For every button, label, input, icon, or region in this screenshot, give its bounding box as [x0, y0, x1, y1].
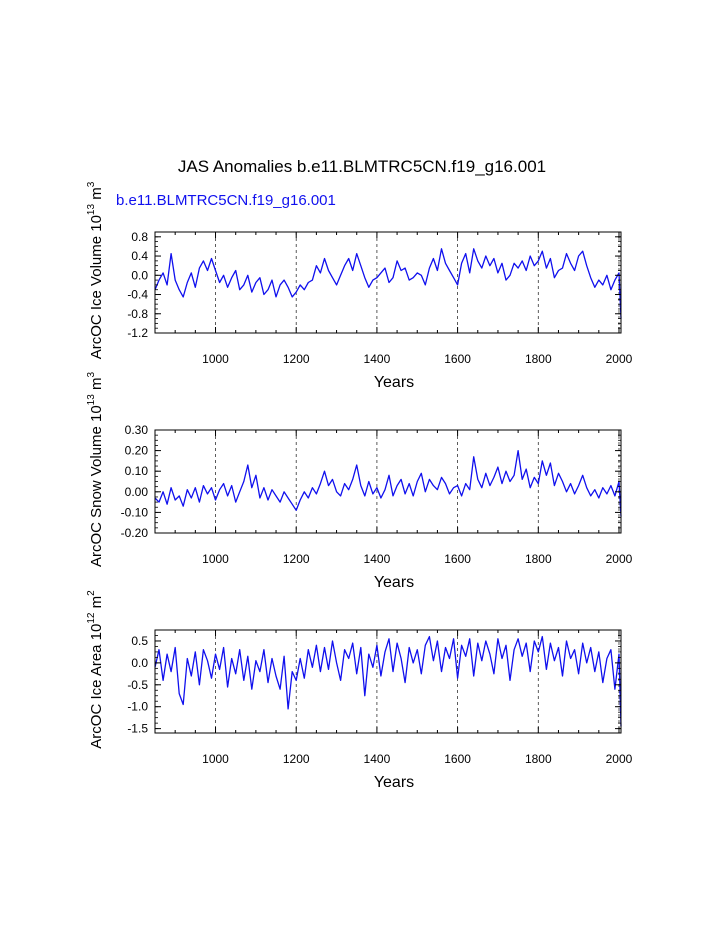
snow-volume-ytick-label-0: -0.20	[121, 526, 149, 540]
snow-volume-ytick-label-1: -0.10	[121, 505, 149, 519]
ice-volume-ytick-label-5: 0.8	[131, 230, 148, 244]
snow-volume-panel: 1000 1200 1400 1600 1800 2000 -0.20 -0.10 0.00 0.…	[86, 372, 633, 591]
ice-area-ytick-label-1: -1.0	[127, 700, 148, 714]
ice-area-ytick-label-0: -1.5	[127, 722, 148, 736]
ice-area-xtick-label-3: 1600	[444, 752, 471, 766]
snow-volume-xtick-label-2: 1400	[364, 552, 391, 566]
snow-volume-xtick-label-3: 1600	[444, 552, 471, 566]
snow-volume-ylabel-part-3: 3	[86, 372, 97, 378]
snow-volume-xtick-label-0: 1000	[202, 552, 229, 566]
ice-volume-series-line-0	[154, 248, 622, 319]
ice-area-ylabel-part-1: 12	[86, 612, 97, 624]
ice-area-xtick-label-1: 1200	[283, 752, 310, 766]
ice-area-ylabel: ArcOC Ice Area 1012 m2	[86, 590, 105, 749]
ice-volume-ytick-label-3: 0.0	[131, 268, 148, 282]
snow-volume-ytick-label-5: 0.30	[125, 423, 149, 437]
snow-volume-ytick-label-3: 0.10	[125, 464, 149, 478]
ice-volume-xtick-label-2: 1400	[364, 352, 391, 366]
ice-volume-ytick-label-4: 0.4	[131, 249, 148, 263]
ice-volume-ylabel-part-2: m	[88, 187, 105, 204]
ice-volume-xtick-label-1: 1200	[283, 352, 310, 366]
snow-volume-plot-frame	[154, 429, 622, 534]
snow-volume-xtick-label-4: 1800	[525, 552, 552, 566]
snow-volume-xlabel: Years	[374, 574, 414, 591]
ice-volume-ylabel-part-3: 3	[86, 181, 97, 187]
ice-volume-xtick-label-5: 2000	[606, 352, 633, 366]
ice-volume-xtick-label-0: 1000	[202, 352, 229, 366]
ice-volume-xtick-label-4: 1800	[525, 352, 552, 366]
snow-volume-xtick-label-5: 2000	[606, 552, 633, 566]
snow-volume-ytick-label-2: 0.00	[125, 485, 149, 499]
snow-volume-ylabel-part-0: ArcOC Snow Volume 10	[88, 405, 105, 567]
snow-volume-ylabel-part-2: m	[88, 378, 105, 395]
ice-volume-xtick-label-3: 1600	[444, 352, 471, 366]
figure-title: JAS Anomalies b.e11.BLMTRC5CN.f19_g16.00…	[178, 157, 546, 176]
ice-area-ylabel-part-0: ArcOC Ice Area 10	[88, 624, 105, 749]
ice-area-xtick-label-4: 1800	[525, 752, 552, 766]
figure-subtitle: b.e11.BLMTRC5CN.f19_g16.001	[116, 192, 336, 209]
ice-area-xtick-label-2: 1400	[364, 752, 391, 766]
ice-area-plot-frame	[154, 629, 622, 734]
ice-area-ytick-label-4: 0.5	[131, 634, 148, 648]
ice-area-series-line-0	[154, 635, 622, 727]
ice-volume-ytick-label-1: -0.8	[127, 307, 148, 321]
ice-area-ylabel-part-2: m	[88, 596, 105, 613]
ice-area-panel: 1000 1200 1400 1600 1800 2000 -1.5 -1.0 -0.5 0.0 0…	[86, 590, 633, 791]
ice-volume-ytick-label-0: -1.2	[127, 326, 148, 340]
snow-volume-ytick-label-4: 0.20	[125, 444, 149, 458]
ice-volume-ylabel-part-1: 13	[86, 204, 97, 216]
ice-area-ytick-label-2: -0.5	[127, 678, 148, 692]
ice-volume-ytick-label-2: -0.4	[127, 288, 148, 302]
snow-volume-xtick-label-1: 1200	[283, 552, 310, 566]
snow-volume-ylabel-part-1: 13	[86, 394, 97, 406]
ice-volume-ylabel-part-0: ArcOC Ice Volume 10	[88, 215, 105, 359]
ice-volume-panel: 1000 1200 1400 1600 1800 2000 -1.2 -0.8 -0.4 0.0 0…	[86, 181, 633, 391]
ice-volume-ylabel: ArcOC Ice Volume 1013 m3	[86, 181, 105, 359]
ice-area-ytick-label-3: 0.0	[131, 656, 148, 670]
ice-area-xtick-label-5: 2000	[606, 752, 633, 766]
snow-volume-ylabel: ArcOC Snow Volume 1013 m3	[86, 372, 105, 568]
ice-area-xlabel: Years	[374, 774, 414, 791]
ice-area-ylabel-part-3: 2	[86, 590, 97, 596]
ice-volume-plot-frame	[154, 231, 622, 334]
ice-volume-xlabel: Years	[374, 374, 414, 391]
ice-area-xtick-label-0: 1000	[202, 752, 229, 766]
snow-volume-series-line-0	[154, 449, 622, 517]
